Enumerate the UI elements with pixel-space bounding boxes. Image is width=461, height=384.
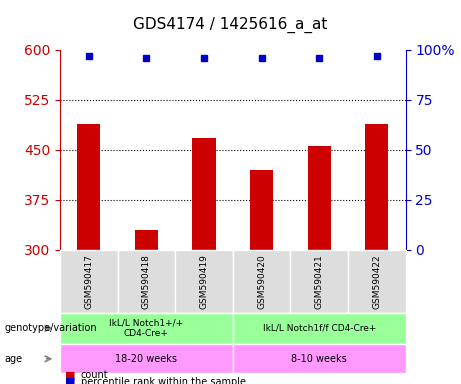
Text: GSM590419: GSM590419 (200, 254, 208, 309)
Bar (135, 230, 158, 250)
Text: count: count (81, 370, 108, 380)
Text: ■: ■ (65, 370, 75, 380)
Text: GSM590421: GSM590421 (315, 254, 324, 309)
Bar (193, 138, 216, 250)
Text: age: age (5, 354, 23, 364)
Text: GSM590418: GSM590418 (142, 254, 151, 309)
Bar (250, 170, 273, 250)
Text: GSM590417: GSM590417 (84, 254, 93, 309)
Text: IkL/L Notch1f/f CD4-Cre+: IkL/L Notch1f/f CD4-Cre+ (263, 324, 376, 333)
Bar (308, 146, 331, 250)
Bar (77, 124, 100, 250)
Text: percentile rank within the sample: percentile rank within the sample (81, 377, 246, 384)
Text: genotype/variation: genotype/variation (5, 323, 97, 333)
Text: ■: ■ (65, 377, 75, 384)
Bar (365, 124, 388, 250)
Text: GSM590422: GSM590422 (372, 254, 381, 309)
Text: IkL/L Notch1+/+
CD4-Cre+: IkL/L Notch1+/+ CD4-Cre+ (109, 319, 183, 338)
Text: GSM590420: GSM590420 (257, 254, 266, 309)
Text: 18-20 weeks: 18-20 weeks (115, 354, 177, 364)
Text: 8-10 weeks: 8-10 weeks (291, 354, 347, 364)
Text: GDS4174 / 1425616_a_at: GDS4174 / 1425616_a_at (133, 17, 328, 33)
